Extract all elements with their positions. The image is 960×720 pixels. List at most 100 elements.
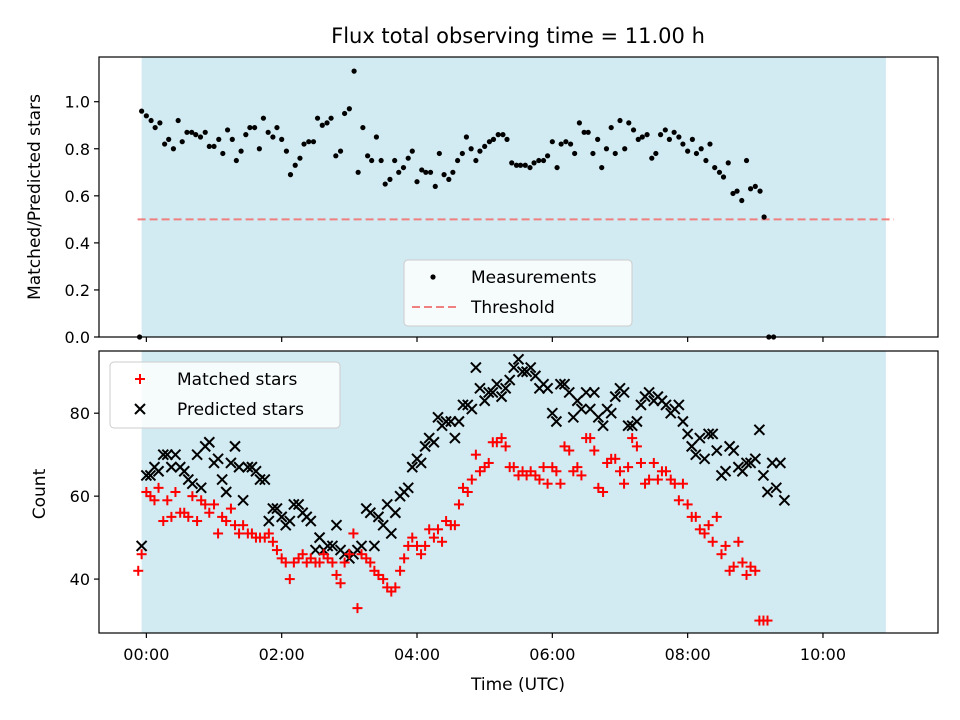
ratio-point [558, 141, 564, 147]
predicted-point [267, 502, 279, 515]
ratio-point [743, 157, 750, 164]
matched-point [449, 520, 460, 531]
predicted-point [364, 507, 377, 519]
matched-point [661, 466, 672, 477]
predicted-points [135, 353, 791, 565]
predicted-point [512, 353, 525, 366]
predicted-point [165, 461, 178, 473]
ratio-point [630, 127, 637, 133]
ratio-point [314, 115, 321, 121]
ratio-point [676, 134, 682, 140]
matched-points [133, 433, 773, 626]
predicted-point [470, 361, 482, 374]
predicted-point [453, 415, 465, 428]
matched-point [352, 603, 363, 614]
predicted-point [558, 378, 571, 390]
x-axis-label: Time (UTC) [470, 675, 565, 695]
predicted-point [203, 436, 215, 448]
ratio-point [400, 164, 407, 171]
ratio-point [382, 181, 388, 187]
predicted-point [233, 461, 245, 473]
ratio-point [585, 129, 591, 135]
ratio-point [405, 155, 411, 161]
predicted-point [428, 436, 440, 448]
matched-point [551, 466, 562, 477]
matched-point [378, 574, 389, 585]
ratio-point [608, 124, 614, 131]
predicted-point [660, 399, 672, 411]
ratio-point [540, 157, 547, 164]
ratio-point [622, 146, 628, 152]
ratio-point [685, 148, 691, 154]
predicted-point [643, 386, 655, 399]
matched-point [462, 487, 473, 497]
ratio-point [143, 113, 149, 119]
top-panel: 0.0 0.2 0.4 0.6 0.8 1.0 Matched/Predicted sta… [25, 56, 939, 347]
ratio-point [166, 136, 172, 142]
ratio-point [252, 124, 258, 131]
bottom-x-ticks: 00:00 02:00 04:00 06:00 08:00 10:00 [123, 633, 846, 664]
matched-point [200, 499, 211, 510]
predicted-point [242, 461, 254, 473]
ratio-point [220, 150, 226, 157]
predicted-point [284, 515, 296, 527]
ratio-point [392, 157, 398, 164]
ratio-point [536, 157, 542, 164]
ratio-point [152, 124, 158, 131]
matched-point [631, 441, 642, 452]
predicted-point [571, 395, 584, 407]
matched-point [238, 520, 249, 531]
matched-point [707, 536, 718, 547]
matched-point [496, 433, 507, 444]
matched-point [483, 457, 494, 468]
bottom-y-tick-label: 80 [70, 404, 90, 423]
bottom-y-tick-label: 40 [70, 570, 90, 589]
ratio-point [373, 134, 380, 140]
matched-point [699, 528, 710, 539]
matched-point [335, 578, 346, 589]
ratio-point [707, 141, 713, 147]
legend-predicted-label: Predicted stars [177, 400, 304, 420]
matched-point [500, 441, 511, 452]
ratio-point [720, 174, 727, 180]
legend-threshold-label: Threshold [470, 298, 555, 318]
ratio-point [369, 157, 375, 164]
matched-point [598, 487, 609, 497]
ratio-point [446, 176, 452, 182]
ratio-point [482, 143, 488, 150]
ratio-point [649, 155, 655, 161]
matched-point [271, 545, 282, 556]
matched-point [703, 520, 714, 531]
predicted-point [673, 399, 685, 411]
ratio-point [162, 141, 168, 147]
top-y-ticks: 0.0 0.2 0.4 0.6 0.8 1.0 [65, 93, 99, 347]
ratio-point [139, 108, 145, 114]
ratio-point [432, 183, 438, 190]
ratio-point [319, 122, 325, 128]
matched-point [720, 540, 731, 551]
predicted-point [550, 415, 563, 428]
ratio-point [554, 164, 560, 171]
matched-point [390, 582, 401, 593]
ratio-point [572, 150, 578, 157]
predicted-point [135, 540, 148, 552]
ratio-point [693, 150, 700, 157]
ratio-point [189, 129, 195, 135]
matched-point [585, 433, 596, 444]
matched-point [416, 549, 427, 560]
predicted-point [457, 399, 469, 411]
ratio-point [612, 150, 618, 157]
predicted-point [597, 419, 609, 432]
ratio-point [680, 141, 686, 147]
predicted-point [305, 515, 317, 527]
matched-point [267, 536, 278, 547]
bottom-legend: Matched stars Predicted stars [109, 361, 341, 429]
top-y-tick-label: 0.8 [65, 140, 90, 159]
predicted-point [774, 457, 787, 469]
ratio-point [761, 214, 767, 220]
predicted-point [516, 366, 529, 378]
predicted-point [499, 382, 512, 395]
ratio-point [653, 150, 659, 157]
ratio-point [355, 169, 361, 175]
matched-point [327, 557, 338, 568]
